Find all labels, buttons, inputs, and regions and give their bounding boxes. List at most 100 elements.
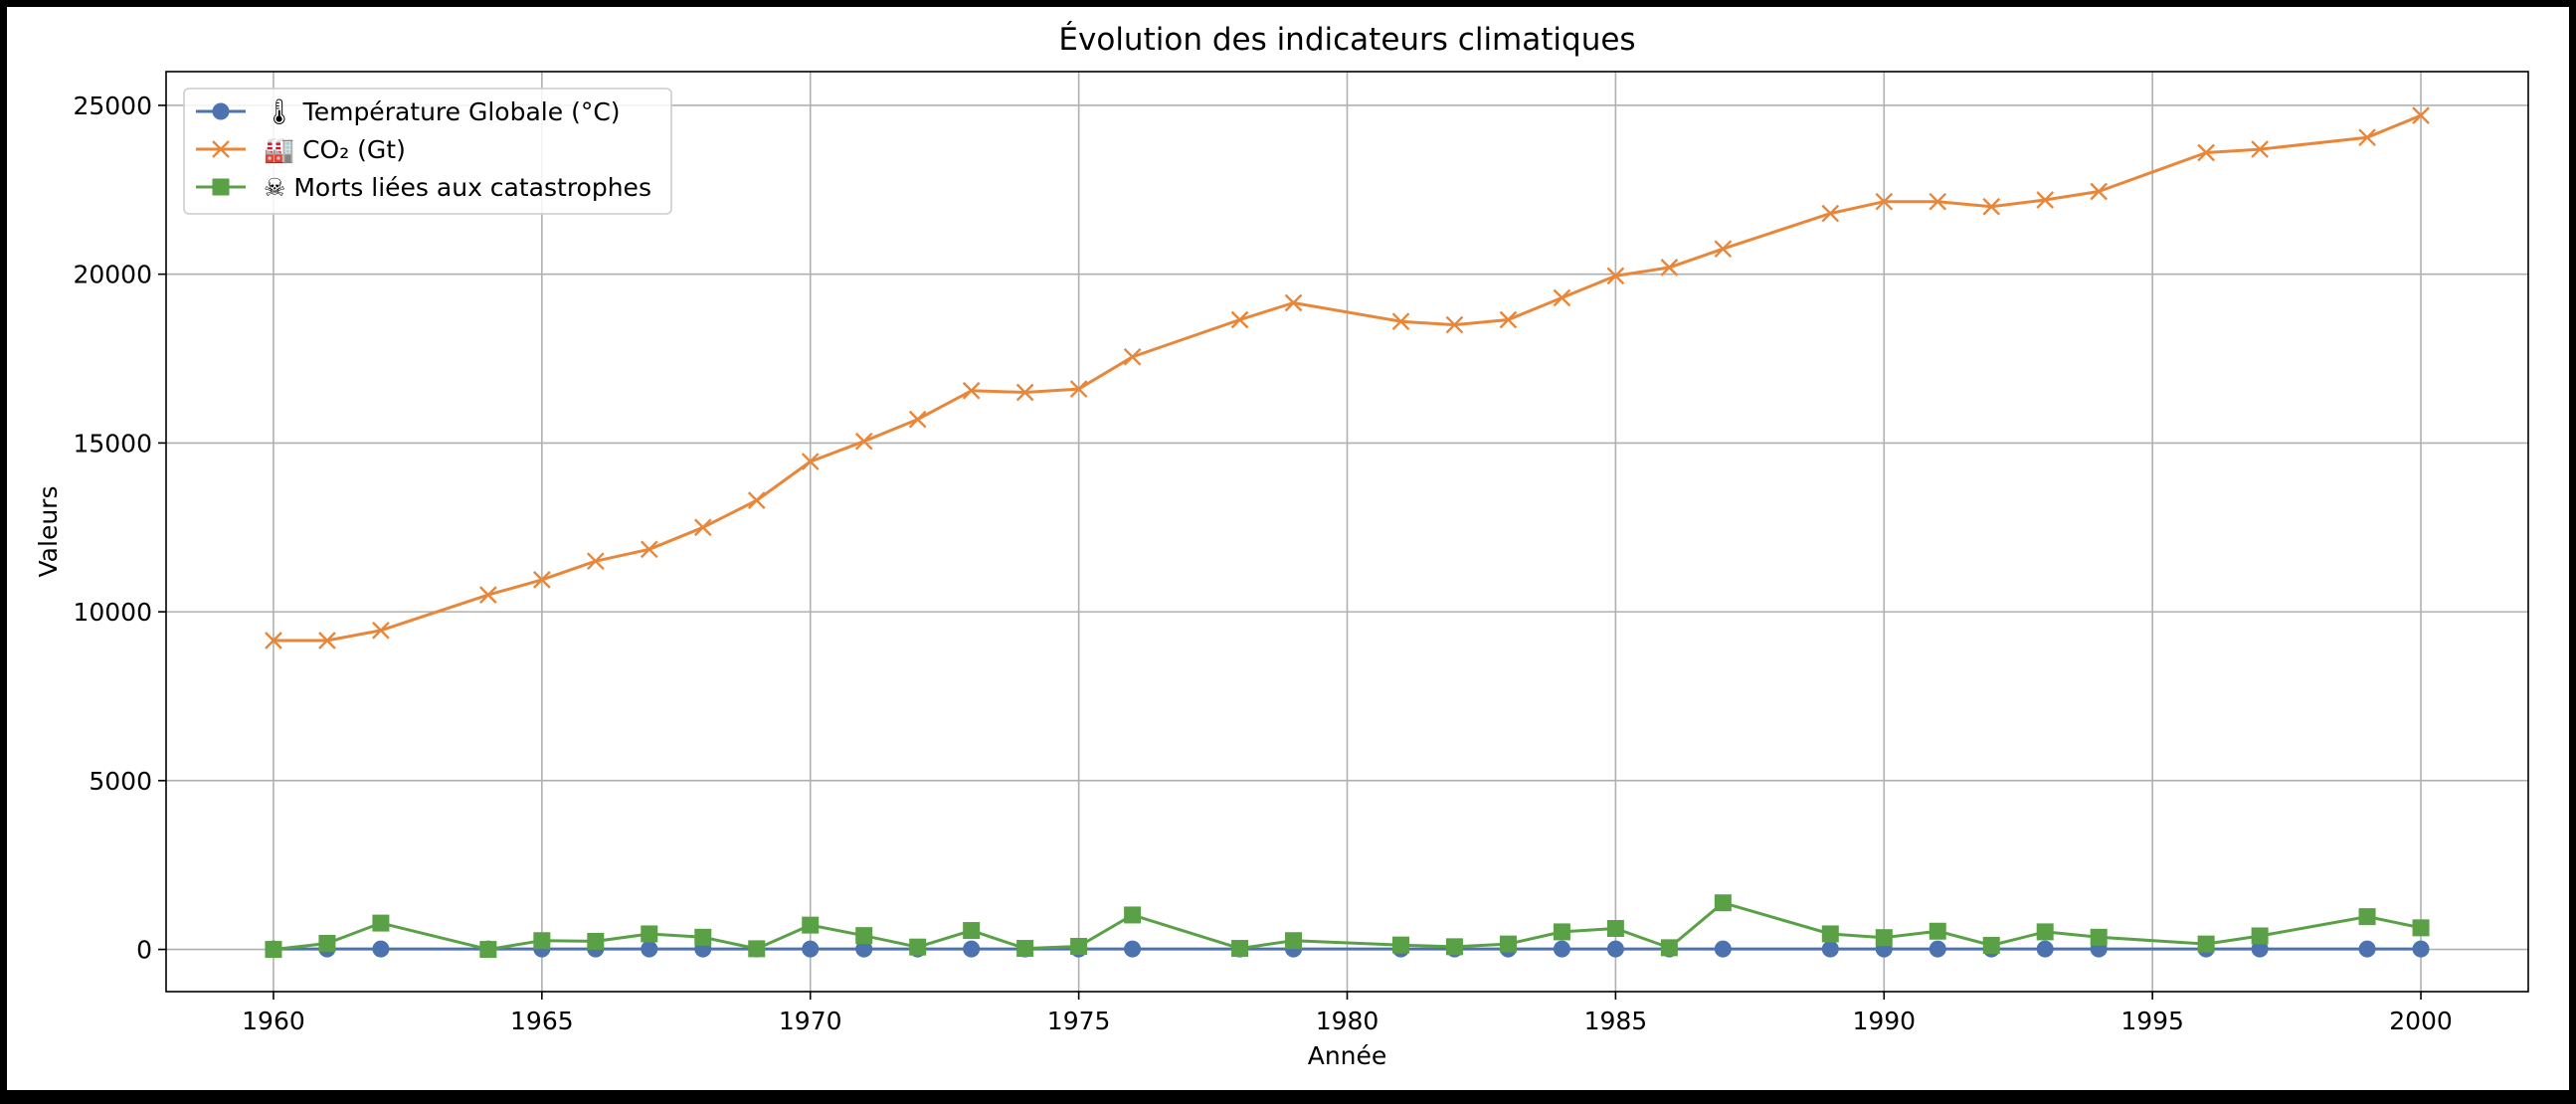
legend-label: 🏭 CO₂ (Gt) [264,135,406,164]
y-tick-label: 25000 [73,92,152,120]
data-point [2036,923,2054,941]
data-point [1553,940,1570,958]
data-point [1016,940,1034,958]
data-point [1660,259,1679,276]
x-tick-label: 1975 [1047,1007,1111,1035]
data-point [1606,940,1624,958]
data-point [855,927,873,945]
data-point [1606,920,1624,938]
data-point [1553,923,1570,941]
legend-marker [212,178,230,196]
data-point [1015,383,1034,402]
data-point [2358,128,2376,147]
x-tick-label: 1985 [1584,1007,1648,1035]
data-point [2412,919,2430,937]
data-point [1714,894,1732,912]
data-point [1231,940,1249,958]
data-point [962,381,981,400]
data-point [1070,938,1088,956]
data-point [2412,940,2430,958]
data-point [1499,310,1518,329]
legend-marker [212,102,230,120]
data-point [747,491,766,509]
data-point [802,916,820,934]
data-point [586,552,605,571]
data-point [1821,925,1839,943]
data-point [479,941,497,959]
series-2 [265,894,2430,959]
data-point [1929,940,1946,958]
data-point [479,586,497,604]
data-point [2090,928,2108,946]
chart-canvas: 1960 1965 1970 1975 1980 1985 1990 1995 2000 0 500… [7,7,2569,1090]
y-tick-label: 15000 [73,429,152,458]
data-point [854,432,873,451]
axis-ticks: 1960 1965 1970 1975 1980 1985 1990 1995 20000500… [73,92,2452,1035]
chart-title: Évolution des indicateurs climatiques [1058,22,1635,58]
y-tick-label: 5000 [89,767,152,796]
data-point [1821,940,1839,958]
data-point [1875,929,1893,947]
data-point [1445,315,1464,334]
data-point [372,940,390,958]
data-point [2251,140,2269,158]
data-point [1660,939,1678,957]
data-point [318,632,336,649]
data-point [693,518,712,537]
line-chart: 1960 1965 1970 1975 1980 1985 1990 1995 20000500… [34,22,2529,1070]
data-point [641,940,658,958]
data-point [641,925,658,943]
data-point [909,938,927,956]
x-tick-label: 1980 [1316,1007,1380,1035]
data-point [1929,192,1947,211]
x-tick-label: 1960 [242,1007,305,1035]
data-point [1606,267,1625,285]
data-point [694,928,712,946]
x-tick-label: 1990 [1852,1007,1916,1035]
data-point [1929,922,1946,940]
data-point [2197,935,2215,953]
data-point [265,632,282,649]
legend-item: ☠ Morts liées aux catastrophes [196,173,651,202]
series-1 [265,106,2430,649]
data-point [1445,938,1463,956]
data-point [801,453,820,470]
data-point [1875,192,1894,211]
data-point [748,940,766,958]
data-point [1982,197,2001,216]
data-point [2090,182,2109,201]
data-point [1391,312,1410,331]
y-tick-label: 20000 [73,261,152,289]
data-point [533,932,551,950]
legend: 🌡 Température Globale (°C) 🏭 CO₂ (Gt) ☠ Mo… [183,88,672,215]
data-point [963,922,981,940]
legend-label: 🌡 Température Globale (°C) [264,97,621,126]
data-point [2358,908,2376,926]
data-point [372,914,390,932]
series-layer [265,106,2430,959]
data-point [318,934,336,952]
data-point [587,932,605,950]
data-point [1123,347,1142,366]
data-point [640,540,658,559]
data-point [532,571,551,589]
data-point [1124,940,1142,958]
data-point [1982,936,2000,954]
data-point [2036,191,2055,209]
data-point [1069,380,1088,398]
data-point [1714,940,1732,958]
data-point [908,410,927,429]
y-tick-label: 0 [136,936,152,965]
legend-box [183,88,672,215]
data-point [963,940,981,958]
x-tick-label: 2000 [2389,1007,2453,1035]
data-point [2036,940,2054,958]
x-tick-label: 1965 [510,1007,574,1035]
x-tick-label: 1970 [779,1007,842,1035]
data-point [2197,143,2215,162]
data-point [2412,106,2430,124]
data-point [372,621,390,640]
data-point [265,941,282,959]
x-tick-label: 1995 [2120,1007,2184,1035]
